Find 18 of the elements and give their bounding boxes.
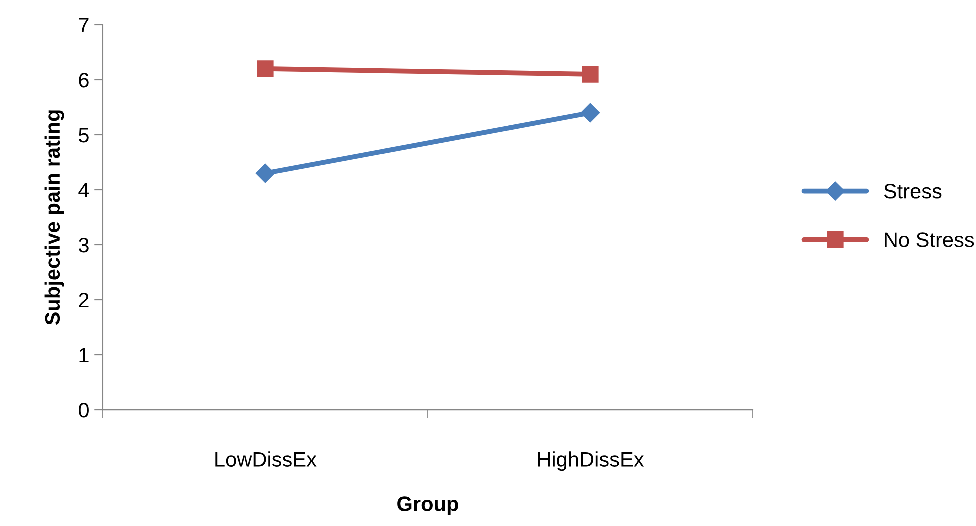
y-tick-label: 1: [80, 348, 89, 363]
y-tick-label: 4: [78, 183, 90, 198]
y-tick-label: 0: [79, 403, 89, 418]
legend-label: Stress: [884, 184, 942, 199]
legend-label: No Stress: [885, 232, 974, 248]
point: [257, 60, 274, 78]
y-axis-title: Subjective pain rating: [44, 110, 64, 326]
y-tick-label: 7: [79, 18, 89, 33]
point: [580, 103, 600, 123]
point: [582, 66, 599, 83]
x-tick-label: LowDissEx: [216, 452, 317, 467]
x-tick-label: HighDissEx: [538, 452, 644, 472]
point: [256, 164, 276, 184]
y-tick-label: 2: [79, 293, 89, 308]
x-axis-title: Group: [398, 496, 458, 516]
y-tick-label: 3: [78, 238, 89, 253]
y-tick-label: 5: [79, 128, 89, 143]
y-tick-label: 6: [79, 72, 89, 88]
